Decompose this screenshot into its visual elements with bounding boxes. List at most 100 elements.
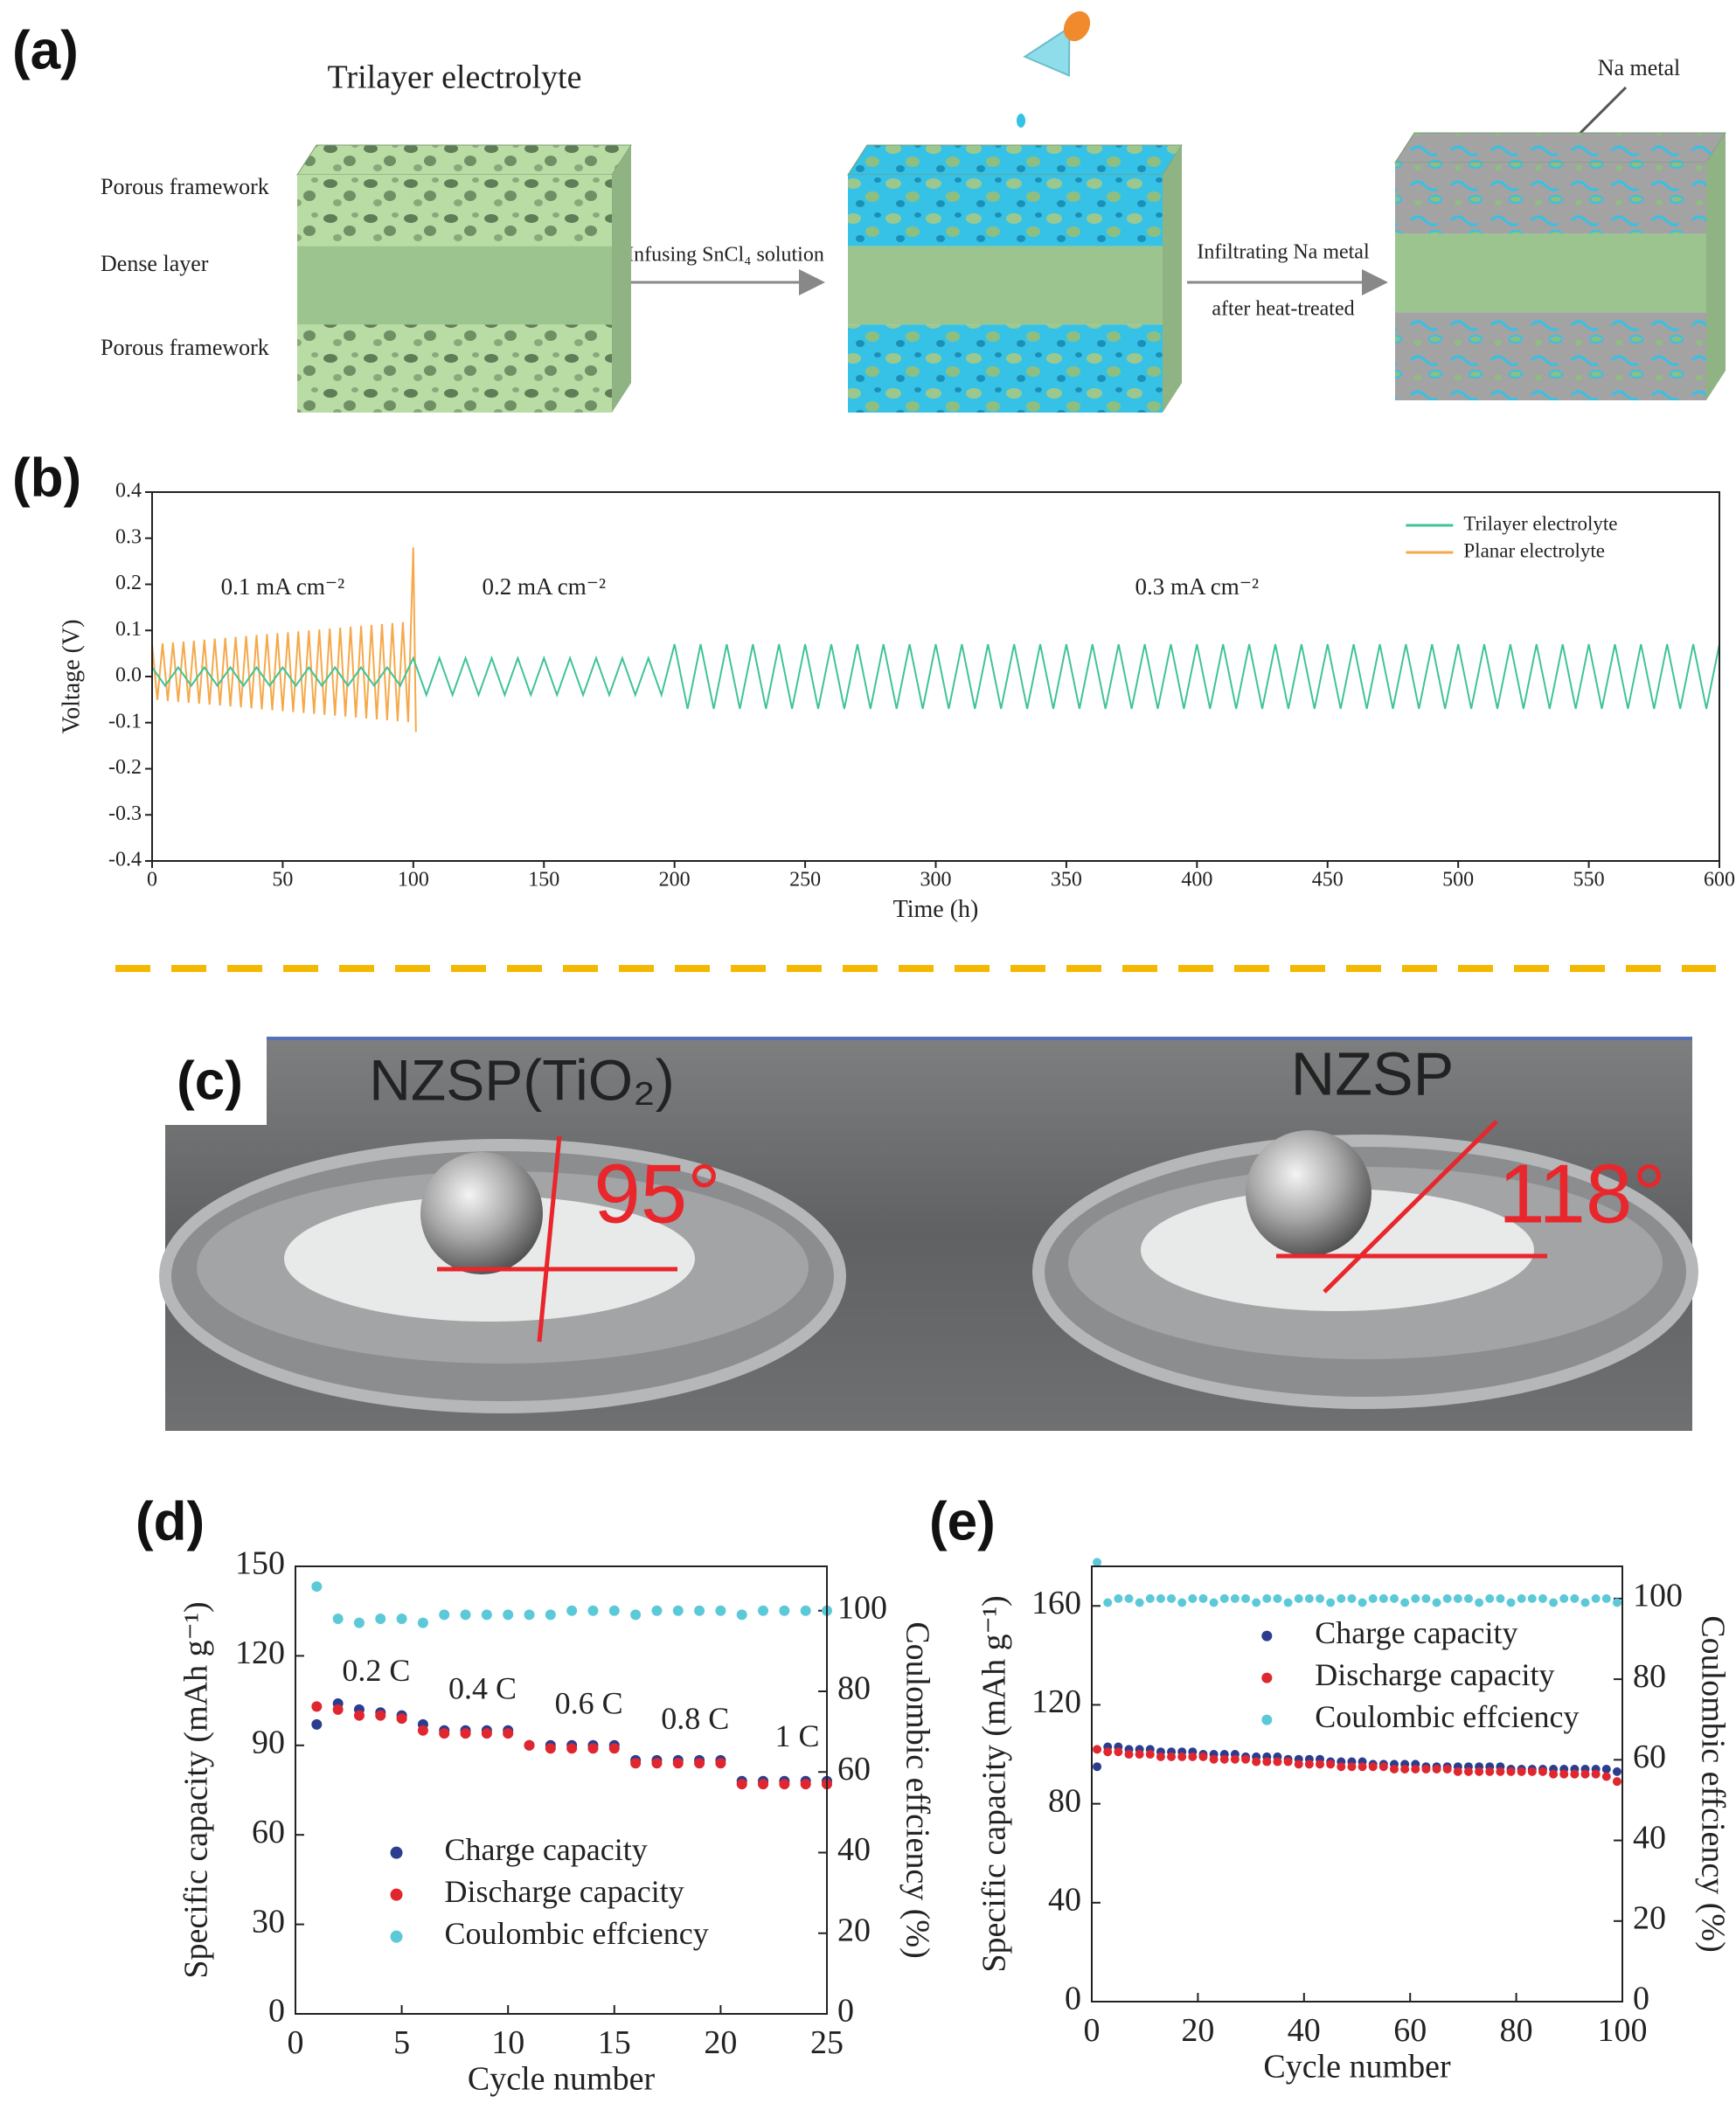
data-point [1304,1593,1314,1603]
y-tick-label: 60 [252,1814,285,1850]
panel-label: (e) [929,1491,996,1551]
data-point [1496,1593,1505,1603]
data-point [1442,1593,1452,1603]
plot-frame [295,1565,828,2015]
y-tick-label: 0.0 [115,664,142,687]
data-point [1273,1593,1282,1603]
data-point [1475,1598,1484,1607]
data-point [375,1613,386,1624]
x-tick-label: 600 [1704,868,1735,891]
x-tick-label: 250 [789,868,821,891]
data-point [1517,1593,1526,1603]
data-point [1337,1593,1346,1603]
data-point [1358,1598,1367,1607]
data-point [1538,1767,1547,1776]
data-point [1421,1765,1431,1774]
data-point [1156,1752,1165,1761]
y2-tick-label: 20 [837,1912,871,1948]
legend-swatch [390,1888,403,1901]
data-point [1601,1593,1611,1603]
annotation: 0.1 mA cm⁻² [221,573,345,600]
y-tick-label: 80 [1048,1782,1081,1819]
data-point [566,1605,578,1616]
data-point [1378,1593,1388,1603]
data-point [1230,1754,1240,1764]
data-point [1262,1593,1272,1603]
layer-label: Dense layer [101,251,209,276]
y-tick-label: 40 [1048,1882,1081,1919]
data-point [1283,1598,1293,1607]
data-point [1167,1593,1177,1603]
data-point [1612,1777,1621,1787]
porous-layer [297,324,612,413]
y-tick-label: -0.2 [108,756,142,779]
y-axis-label: Voltage (V) [58,620,85,734]
data-point [566,1743,578,1754]
data-point [311,1718,323,1730]
data-point [1378,1762,1388,1772]
photo-label: NZSP(TiO₂) [369,1047,674,1112]
data-point [417,1725,428,1736]
panel-label: (c) [177,1051,243,1111]
porous-layer [848,175,1163,246]
data-point [1316,1593,1325,1603]
plot-area [151,547,1720,732]
y2-tick-label: 0 [837,1993,854,2030]
data-point [1326,1598,1336,1607]
data-point [715,1605,726,1616]
cube-side [612,145,631,413]
data-point [1304,1760,1314,1769]
data-point [1559,1593,1569,1603]
step-label: Infiltrating Na metal [1197,241,1370,264]
data-point [524,1739,535,1751]
data-point [1294,1760,1303,1769]
legend-label: Discharge capacity [1315,1657,1554,1692]
data-point [779,1779,790,1790]
data-point [1389,1765,1399,1774]
data-point [1601,1772,1611,1781]
data-point [332,1613,344,1624]
legend-label: Discharge capacity [445,1874,684,1909]
data-point [1432,1765,1441,1774]
x-tick-label: 400 [1181,868,1212,891]
line-series [151,643,1720,710]
cube-top [296,144,632,176]
data-point [1262,1757,1272,1767]
y-axis-label: Specific capacity (mAh g⁻¹) [976,1595,1013,1972]
diagram-title: Trilayer electrolyte [328,59,582,96]
data-point [1135,1598,1144,1607]
y2-tick-label: 100 [837,1589,887,1626]
legend-label: Coulombic effciency [1315,1699,1579,1734]
data-point [460,1728,471,1739]
x-tick-label: 5 [393,2024,410,2061]
data-point [1612,1767,1621,1776]
data-point [1252,1757,1261,1767]
data-point [1093,1745,1102,1754]
y2-tick-label: 20 [1633,1899,1666,1936]
cube-side [1706,133,1726,400]
data-point [1358,1762,1367,1772]
data-point [1580,1769,1590,1779]
data-point [1337,1762,1346,1772]
cube [1394,132,1726,400]
data-point [417,1617,428,1628]
layer-label: Porous framework [101,174,269,199]
annotation: 0.2 mA cm⁻² [482,573,606,600]
data-point [1601,1765,1611,1774]
data-point [1400,1598,1410,1607]
data-point [1209,1598,1219,1607]
data-point [651,1605,663,1616]
legend-label: Planar electrolyte [1463,539,1605,561]
data-point [1463,1593,1473,1603]
data-point [311,1701,323,1712]
data-point [1316,1760,1325,1769]
x-tick-label: 0 [147,868,157,891]
data-point [608,1743,620,1754]
data-point [1570,1769,1580,1779]
data-point [1496,1767,1505,1776]
dropper-icon [1017,10,1091,128]
angle-label: 118° [1498,1147,1665,1240]
angle-label: 95° [594,1147,720,1240]
data-point [503,1609,514,1621]
x-tick-label: 0 [288,2024,304,2061]
